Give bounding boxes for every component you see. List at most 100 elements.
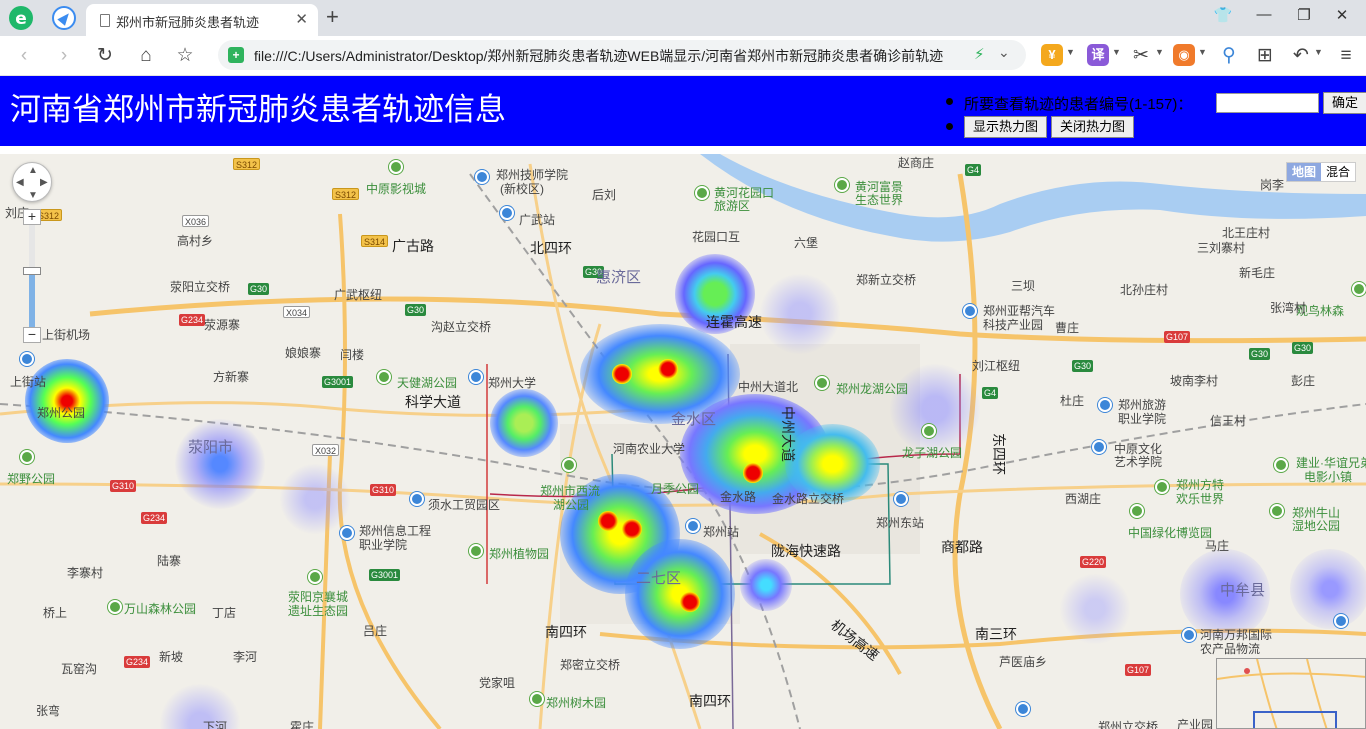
poi-station-icon[interactable]	[894, 492, 908, 506]
map-label: 职业学院	[359, 538, 408, 552]
poi-school-icon[interactable]	[1334, 614, 1348, 628]
map-label: 上街站	[10, 375, 47, 389]
map-label: 郑州站	[703, 525, 740, 539]
minimize-icon[interactable]: —	[1256, 6, 1272, 23]
zoom-in-button[interactable]: +	[23, 209, 41, 225]
tab-close-icon[interactable]: ✕	[295, 11, 308, 28]
zoom-slider-thumb[interactable]	[23, 267, 41, 275]
translate-icon[interactable]: 译	[1087, 44, 1109, 66]
poi-school-icon[interactable]	[340, 526, 354, 540]
zoom-slider-track-top[interactable]	[29, 225, 35, 271]
screenshot-scissors-icon[interactable]: ✂	[1133, 45, 1149, 66]
poi-marker-icon[interactable]	[410, 492, 424, 506]
window-close-icon[interactable]: ✕	[1335, 7, 1349, 24]
map-type-map[interactable]: 地图	[1286, 163, 1321, 181]
reload-icon[interactable]: ↻	[97, 45, 113, 66]
map-pan-control[interactable]: ▲ ▼ ◀ ▶	[12, 162, 52, 202]
poi-marker-icon[interactable]	[963, 304, 977, 318]
poi-marker-icon[interactable]	[1352, 282, 1366, 296]
map-type-hybrid[interactable]: 混合	[1325, 165, 1350, 179]
home-icon[interactable]: ⌂	[140, 45, 152, 66]
map-label: 旅游区	[714, 199, 751, 213]
address-text[interactable]: file:///C:/Users/Administrator/Desktop/郑…	[254, 48, 944, 64]
undo-icon[interactable]: ↶	[1293, 45, 1309, 66]
poi-marker-icon[interactable]	[108, 600, 122, 614]
map-label: 艺术学院	[1114, 455, 1163, 469]
search-icon[interactable]: ⚲	[1222, 45, 1236, 66]
browser-tab[interactable]: 郑州市新冠肺炎患者轨迹 ✕	[86, 4, 318, 36]
speed-mode-icon[interactable]: ⚡	[974, 46, 985, 63]
poi-school-icon[interactable]	[1092, 440, 1106, 454]
poi-marker-icon[interactable]	[1182, 628, 1196, 642]
overview-viewport-box[interactable]	[1253, 711, 1337, 728]
forward-icon[interactable]: ›	[60, 45, 68, 66]
extension-coin-icon[interactable]: ¥	[1041, 44, 1063, 66]
map-label: 黄河富景	[855, 180, 904, 194]
pan-right-icon[interactable]: ▶	[40, 177, 48, 188]
poi-marker-icon[interactable]	[1016, 702, 1030, 716]
poi-marker-icon[interactable]	[1274, 458, 1288, 472]
game-caret-icon[interactable]: ▼	[1198, 47, 1207, 57]
poi-marker-icon[interactable]	[20, 450, 34, 464]
poi-marker-icon[interactable]	[695, 186, 709, 200]
poi-marker-icon[interactable]	[389, 160, 403, 174]
poi-school-icon[interactable]	[469, 370, 483, 384]
bullet-icon	[946, 123, 953, 130]
poi-marker-icon[interactable]	[1270, 504, 1284, 518]
poi-marker-icon[interactable]	[922, 424, 936, 438]
page-icon	[100, 14, 110, 27]
map-label: 金水路	[720, 490, 757, 504]
map-canvas[interactable]: S312 S312 S312 X036 S314 G30 G30 X034 G3…	[0, 154, 1366, 729]
hide-heatmap-button[interactable]: 关闭热力图	[1051, 116, 1135, 138]
poi-marker-icon[interactable]	[1130, 504, 1144, 518]
map-label: 商都路	[941, 539, 983, 555]
zoom-out-button[interactable]: −	[23, 327, 41, 343]
poi-school-icon[interactable]	[475, 170, 489, 184]
map-label: 信王村	[1210, 414, 1247, 428]
back-icon[interactable]: ‹	[20, 45, 28, 66]
pan-up-icon[interactable]: ▲	[28, 165, 38, 176]
scissors-caret-icon[interactable]: ▼	[1155, 47, 1164, 57]
map-label: 惠济区	[596, 269, 642, 286]
navigation-icon[interactable]	[52, 6, 76, 30]
menu-icon[interactable]: ≡	[1340, 45, 1352, 66]
extension-caret-icon[interactable]: ▼	[1066, 47, 1075, 57]
poi-station-icon[interactable]	[500, 206, 514, 220]
poi-marker-icon[interactable]	[308, 570, 322, 584]
poi-marker-icon[interactable]	[469, 544, 483, 558]
pan-left-icon[interactable]: ◀	[16, 177, 24, 188]
map-label: 南三环	[975, 626, 1017, 642]
browser-logo-icon[interactable]: e	[8, 5, 34, 31]
poi-marker-icon[interactable]	[835, 178, 849, 192]
zoom-slider-track[interactable]	[29, 225, 35, 327]
favorite-star-icon[interactable]: ☆	[176, 45, 194, 66]
poi-marker-icon[interactable]	[530, 692, 544, 706]
poi-marker-icon[interactable]	[562, 458, 576, 472]
road-shield: G3001	[369, 569, 401, 581]
apps-grid-icon[interactable]: ⊞	[1257, 45, 1273, 66]
poi-marker-icon[interactable]	[1155, 480, 1169, 494]
poi-station-icon[interactable]	[686, 519, 700, 533]
road-shield: G234	[141, 512, 168, 524]
map-label: 张湾村	[1270, 301, 1307, 315]
poi-marker-icon[interactable]	[377, 370, 391, 384]
map-label: 中州大道	[780, 406, 796, 462]
road-shield: S312	[332, 188, 360, 200]
poi-school-icon[interactable]	[1098, 398, 1112, 412]
address-bar[interactable]: + file:///C:/Users/Administrator/Desktop…	[218, 40, 1026, 70]
skin-icon[interactable]: 👕	[1213, 7, 1233, 24]
overview-map[interactable]	[1216, 658, 1366, 729]
translate-caret-icon[interactable]: ▼	[1112, 47, 1121, 57]
show-heatmap-button[interactable]: 显示热力图	[964, 116, 1048, 138]
confirm-button[interactable]: 确定	[1323, 92, 1366, 114]
map-type-switch[interactable]: 地图 混合	[1285, 162, 1356, 182]
patient-id-input[interactable]	[1216, 93, 1319, 113]
address-dropdown-icon[interactable]: ⌄	[998, 44, 1010, 60]
restore-icon[interactable]: ❐	[1297, 7, 1311, 24]
undo-caret-icon[interactable]: ▼	[1314, 47, 1323, 57]
game-icon[interactable]: ◉	[1173, 44, 1195, 66]
pan-down-icon[interactable]: ▼	[28, 190, 38, 201]
poi-station-icon[interactable]	[20, 352, 34, 366]
poi-marker-icon[interactable]	[815, 376, 829, 390]
new-tab-icon[interactable]: +	[326, 4, 339, 29]
